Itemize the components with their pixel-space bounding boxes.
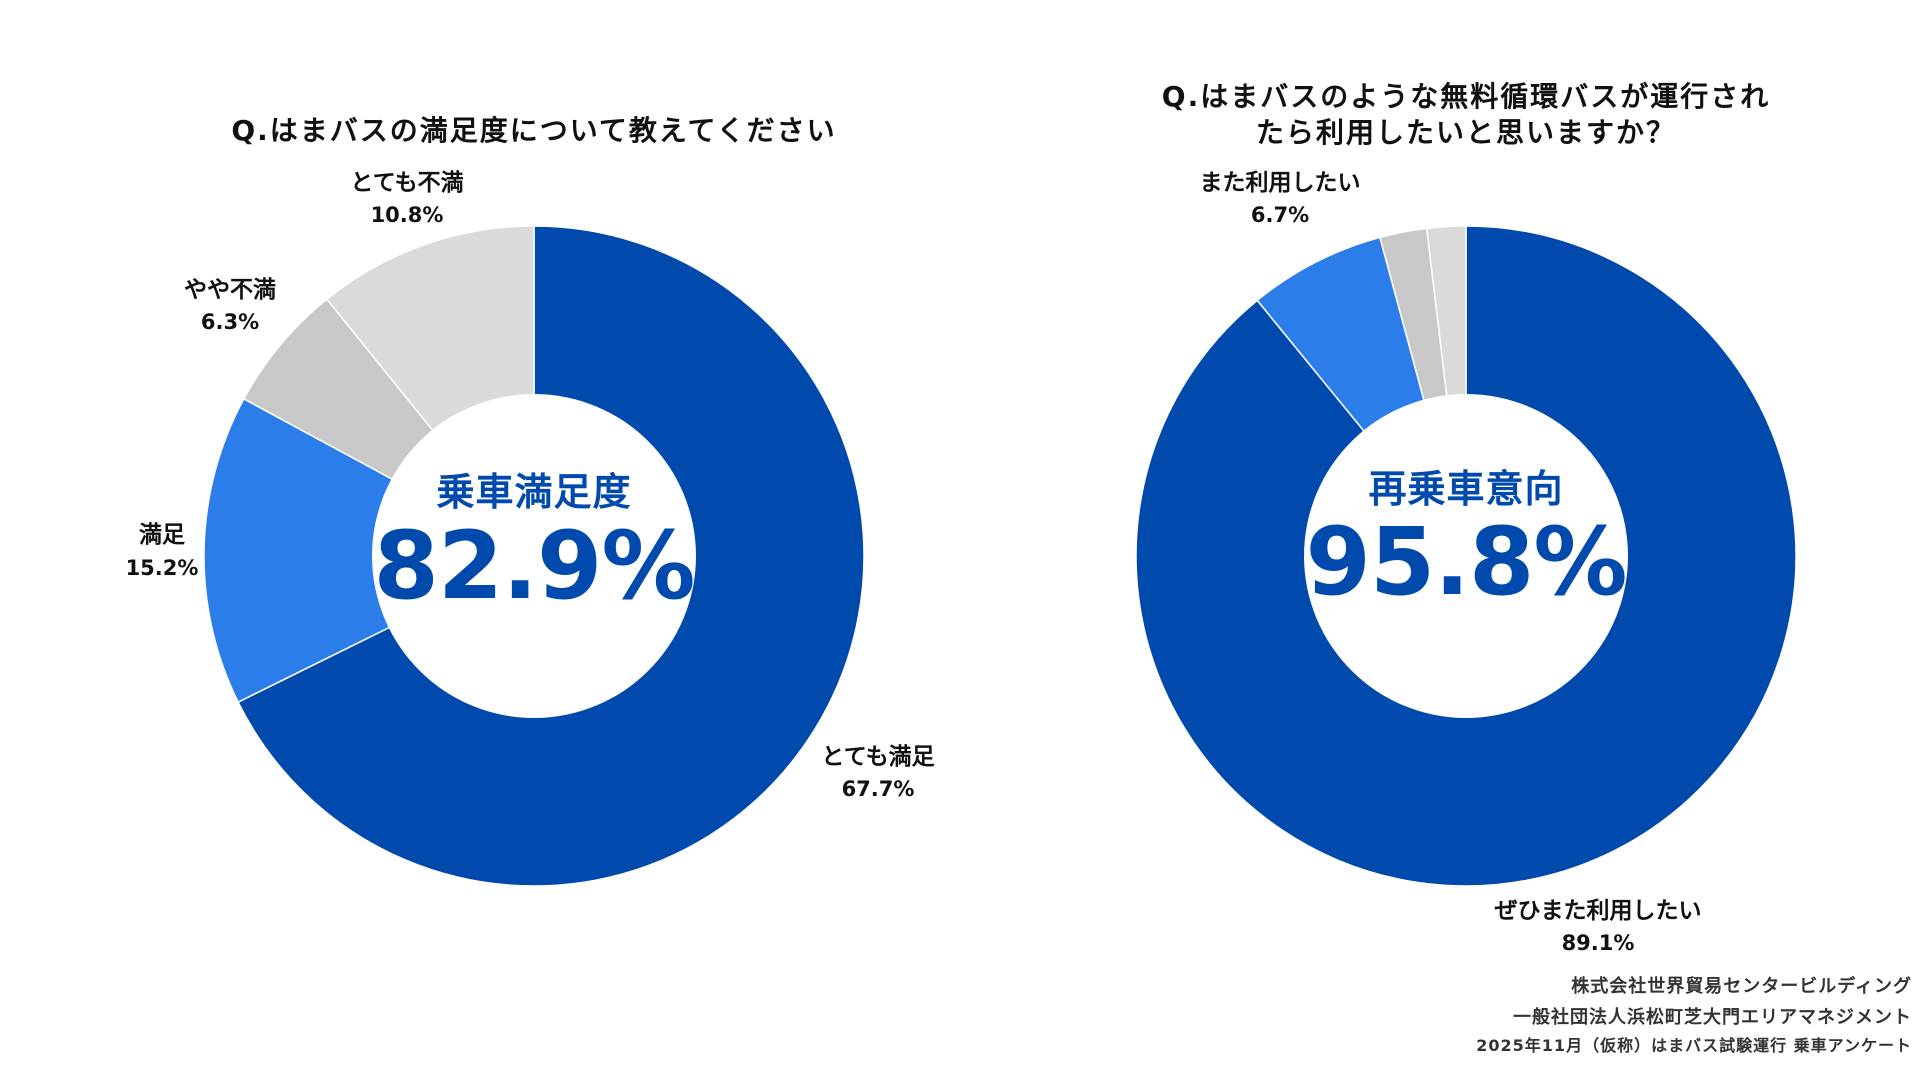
footer-credits: 株式会社世界貿易センタービルディング 一般社団法人浜松町芝大門エリアマネジメント… [1476, 975, 1912, 1055]
slice-label: やや不満 [184, 277, 276, 303]
footer-line-3: 2025年11月（仮称）はまバス試験運行 乗車アンケート [1476, 1036, 1912, 1055]
slice-label: また利用したい [1200, 170, 1361, 196]
slice-value-label: 67.7% [842, 777, 915, 801]
slice-value-label: 6.3% [201, 310, 259, 334]
center-value: 95.8% [1305, 508, 1626, 617]
footer-line-2: 一般社団法人浜松町芝大門エリアマネジメント [1513, 1006, 1912, 1028]
slice-value-label: 89.1% [1562, 931, 1635, 955]
center-label: 再乗車意向 [1368, 467, 1563, 511]
slice-value-label: 6.7% [1251, 203, 1309, 227]
center-label: 乗車満足度 [436, 470, 631, 514]
donut-hole [372, 394, 696, 718]
slice-label: 満足 [139, 522, 185, 548]
footer-line-1: 株式会社世界貿易センタービルディング [1571, 975, 1912, 997]
reuse-intention-chart: Q.はまバスのような無料循環バスが運行され たら利用したいと思いますか？ 再乗車… [1135, 80, 1797, 955]
slice-value-label: 15.2% [126, 556, 199, 580]
donut-hole [1304, 394, 1628, 718]
center-value: 82.9% [373, 512, 694, 621]
donut-slice-2 [203, 397, 536, 704]
chart-title: Q.はまバスの満足度について教えてください [231, 114, 836, 147]
slice-label: ぜひまた利用したい [1495, 898, 1702, 924]
slice-label: とても満足 [821, 744, 934, 770]
satisfaction-chart: Q.はまバスの満足度について教えてください 乗車満足度 82.9% とても不満 … [126, 114, 935, 887]
slice-value-label: 10.8% [371, 203, 444, 227]
chart-title-line-1: Q.はまバスのような無料循環バスが運行され [1162, 80, 1770, 113]
slice-label: とても不満 [350, 170, 463, 196]
chart-title-line-2: たら利用したいと思いますか？ [1256, 116, 1676, 149]
